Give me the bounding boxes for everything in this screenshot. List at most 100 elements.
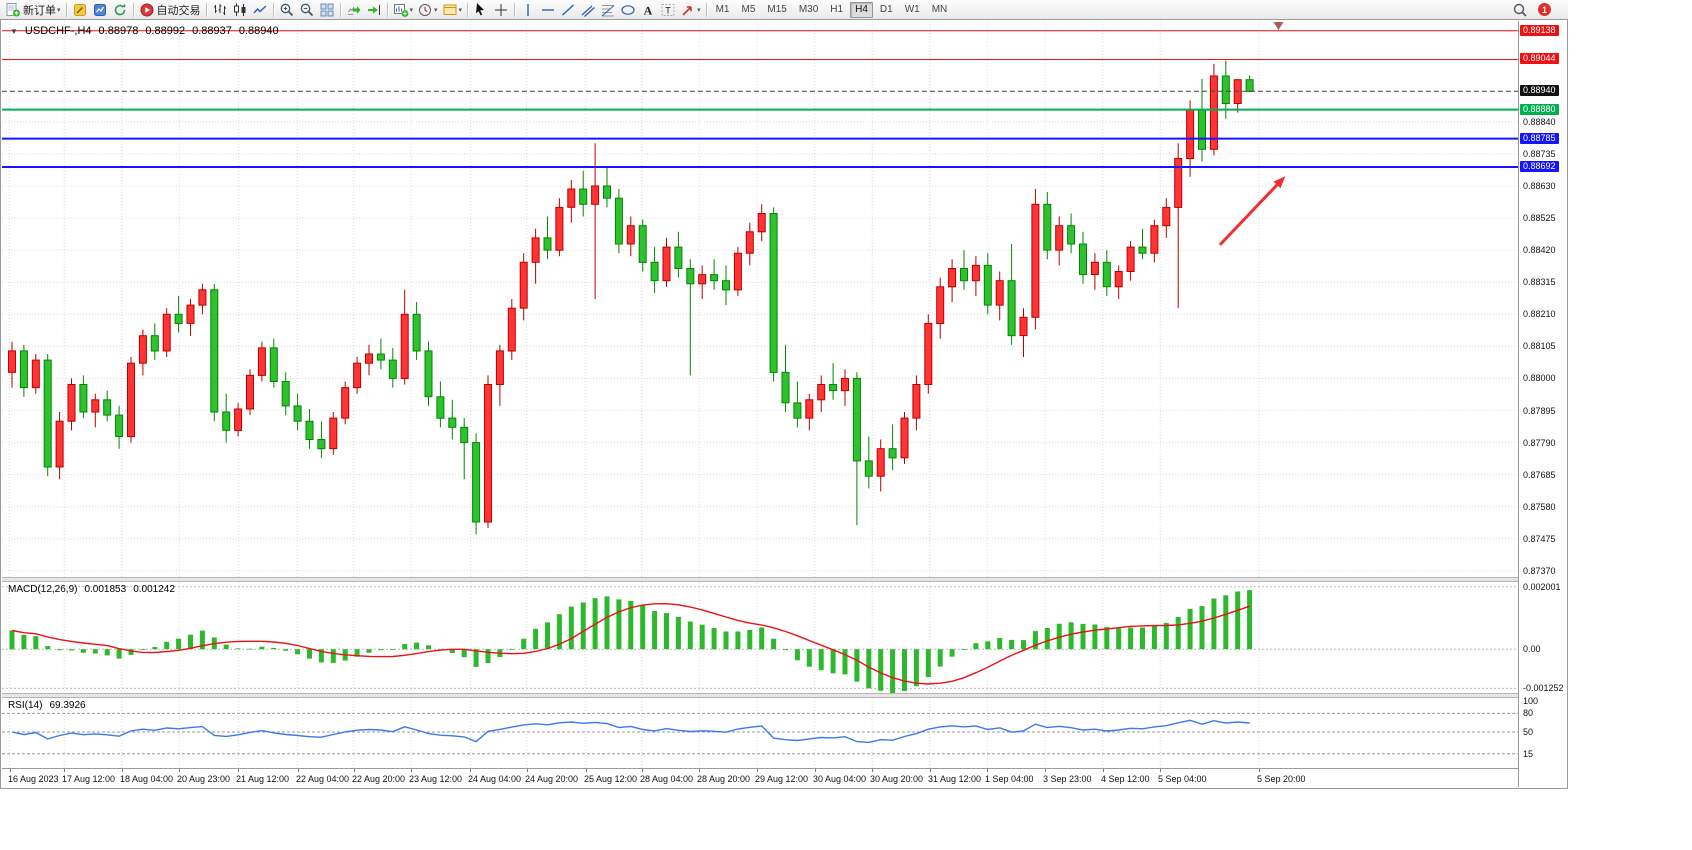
toolbar-separator bbox=[65, 2, 67, 17]
macd-label: MACD(12,26,9) 0.001853 0.001242 bbox=[8, 584, 175, 595]
candlestick-chart-type-button[interactable] bbox=[230, 1, 250, 18]
rsi-axis-label: 50 bbox=[1523, 727, 1534, 737]
price-line-label: 0.88785 bbox=[1520, 133, 1559, 144]
chart-open-value: 0.88978 bbox=[98, 25, 139, 37]
timeframe-button-m30[interactable]: M30 bbox=[798, 3, 819, 15]
horizontal-grid bbox=[2, 121, 1518, 572]
time-axis-tick: 29 Aug 12:00 bbox=[755, 774, 809, 784]
autotrading-button[interactable]: 自动交易 bbox=[137, 1, 203, 18]
chart-shift-marker[interactable] bbox=[1273, 22, 1284, 30]
text-label-button[interactable]: T bbox=[658, 1, 678, 18]
line-chart-type-button[interactable] bbox=[250, 1, 270, 18]
bar-chart-type-button[interactable] bbox=[210, 1, 230, 18]
time-axis-tick: 16 Aug 2023 bbox=[8, 774, 59, 784]
chart-window: ▼ USDCHF-,H4 0.88978 0.88992 0.88937 0.8… bbox=[0, 19, 1568, 789]
shapes-button[interactable] bbox=[618, 1, 638, 18]
fibonacci-button[interactable] bbox=[598, 1, 618, 18]
timeframe-button-m5[interactable]: M5 bbox=[741, 3, 756, 15]
timeframe-button-m1[interactable]: M1 bbox=[715, 3, 730, 15]
templates-button[interactable]: ▾ bbox=[440, 1, 465, 18]
time-axis-mark bbox=[815, 769, 816, 772]
price-line-label: 0.88880 bbox=[1520, 104, 1559, 115]
zoom-in-button[interactable] bbox=[277, 1, 297, 18]
time-axis-tick: 28 Aug 04:00 bbox=[640, 774, 694, 784]
time-axis-tick: 24 Aug 20:00 bbox=[525, 774, 579, 784]
timeframe-button-d1[interactable]: D1 bbox=[879, 3, 893, 15]
panel-separator[interactable] bbox=[2, 577, 1566, 582]
zoom-out-button[interactable] bbox=[297, 1, 317, 18]
time-axis-mark bbox=[238, 769, 239, 772]
text-button[interactable]: A bbox=[638, 1, 658, 18]
panel-separator[interactable] bbox=[2, 693, 1566, 698]
macd-signal-line bbox=[11, 602, 1250, 685]
rsi-axis-label: 80 bbox=[1523, 708, 1534, 718]
rsi-chart[interactable] bbox=[2, 698, 1518, 768]
cursor-button[interactable] bbox=[471, 1, 491, 18]
time-axis[interactable]: 16 Aug 2023 17 Aug 12:00 18 Aug 04:00 20 Au… bbox=[2, 768, 1566, 788]
new-order-button[interactable]: 新订单 ▾ bbox=[3, 1, 63, 18]
price-axis-tick: 0.88840 bbox=[1523, 117, 1556, 127]
time-axis-mark bbox=[642, 769, 643, 772]
notification-badge[interactable]: 1 bbox=[1538, 3, 1551, 16]
refresh-button[interactable] bbox=[110, 1, 130, 18]
arrows-button[interactable]: ▾ bbox=[678, 1, 703, 18]
trend-arrow[interactable] bbox=[1218, 179, 1283, 246]
rsi-axis-label: 15 bbox=[1523, 749, 1534, 759]
price-axis[interactable]: 0.88840 0.88735 0.88630 0.88525 0.88420 0.883… bbox=[1518, 21, 1567, 787]
price-axis-tick: 0.87895 bbox=[1523, 406, 1556, 416]
time-axis-tick: 3 Sep 23:00 bbox=[1043, 774, 1092, 784]
toolbar-right-cluster: 1 bbox=[1510, 1, 1551, 18]
toolbar-separator bbox=[514, 2, 516, 17]
timeframe-button-m15[interactable]: M15 bbox=[767, 3, 787, 15]
time-axis-mark bbox=[1259, 769, 1260, 772]
grid-lines bbox=[9, 698, 1260, 768]
chart-symbol-period: USDCHF-,H4 bbox=[24, 25, 92, 37]
rsi-line bbox=[11, 719, 1250, 744]
collapse-arrow-icon[interactable]: ▼ bbox=[10, 26, 18, 36]
price-line-label: 0.88692 bbox=[1520, 161, 1559, 172]
timeframe-button-mn[interactable]: MN bbox=[931, 3, 948, 15]
time-axis-mark bbox=[872, 769, 873, 772]
crosshair-button[interactable] bbox=[491, 1, 511, 18]
macd-axis-label: 0.002001 bbox=[1523, 582, 1561, 592]
chart-close-value: 0.88940 bbox=[238, 25, 279, 37]
time-axis-tick: 5 Sep 20:00 bbox=[1257, 774, 1306, 784]
toolbar-separator bbox=[705, 2, 707, 17]
timeframe-button-h1[interactable]: H1 bbox=[830, 3, 844, 15]
time-axis-tick: 17 Aug 12:00 bbox=[62, 774, 116, 784]
macd-chart[interactable] bbox=[2, 582, 1518, 693]
auto-scroll-button[interactable] bbox=[364, 1, 384, 18]
candlestick-chart[interactable] bbox=[2, 21, 1518, 577]
horizontal-line-button[interactable] bbox=[538, 1, 558, 18]
new-order-button-label: 新订单 bbox=[23, 4, 56, 17]
mt4-window: 新订单 ▾ 自动交易 ▾ ▾ ▾ A T ▾ M1 M5 M15 M30 H1 H4 D1 W1 MN 1 ▼ U… bbox=[0, 0, 1568, 789]
toolbar-separator bbox=[467, 2, 469, 17]
time-axis-tick: 18 Aug 04:00 bbox=[120, 774, 174, 784]
channel-button[interactable] bbox=[578, 1, 598, 18]
search-button[interactable] bbox=[1510, 1, 1530, 18]
vertical-line-button[interactable] bbox=[518, 1, 538, 18]
toolbar-separator bbox=[386, 2, 388, 17]
macd-main-value: 0.001853 bbox=[84, 584, 127, 595]
time-axis-mark bbox=[586, 769, 587, 772]
price-line-label: 0.89138 bbox=[1520, 25, 1559, 36]
candles-series bbox=[8, 60, 1254, 535]
time-axis-tick: 21 Aug 12:00 bbox=[236, 774, 290, 784]
tile-windows-button[interactable] bbox=[317, 1, 337, 18]
new-chart-button[interactable]: ▾ bbox=[391, 1, 416, 18]
autotrading-button-label: 自动交易 bbox=[156, 4, 201, 17]
periods-button[interactable]: ▾ bbox=[415, 1, 440, 18]
dropdown-caret-icon: ▾ bbox=[458, 6, 463, 14]
time-axis-tick: 30 Aug 04:00 bbox=[813, 774, 867, 784]
metaeditor-button[interactable] bbox=[70, 1, 90, 18]
trendline-button[interactable] bbox=[558, 1, 578, 18]
timeframe-button-h4[interactable]: H4 bbox=[850, 1, 873, 18]
timeframe-button-w1[interactable]: W1 bbox=[904, 3, 920, 15]
time-axis-mark bbox=[298, 769, 299, 772]
dropdown-caret-icon: ▾ bbox=[409, 6, 414, 14]
time-axis-mark bbox=[1103, 769, 1104, 772]
dropdown-caret-icon: ▾ bbox=[697, 6, 701, 14]
market-watch-button[interactable] bbox=[90, 1, 110, 18]
scroll-to-end-button[interactable] bbox=[344, 1, 364, 18]
time-axis-mark bbox=[757, 769, 758, 772]
